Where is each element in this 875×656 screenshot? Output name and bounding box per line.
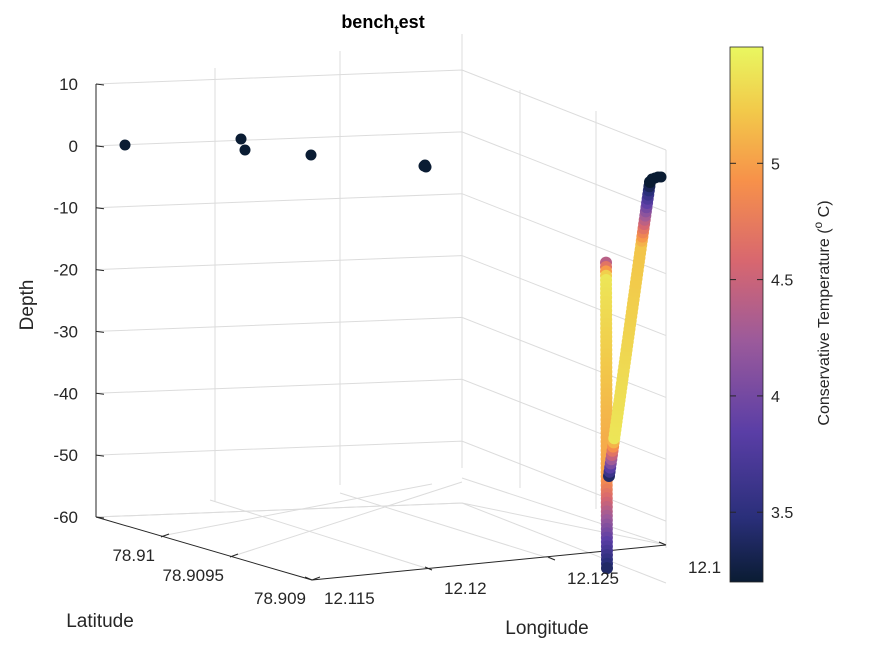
floor-back-edge (95, 502, 667, 546)
z-tick-label: -40 (53, 384, 78, 403)
z-gridline (95, 69, 667, 151)
grid-lines (95, 34, 667, 584)
y-axis-line (95, 516, 313, 581)
floor-gridline (339, 492, 556, 561)
z-gridline (95, 255, 667, 337)
x-tick-label: 12.125 (567, 569, 619, 588)
surface-point (420, 161, 432, 173)
z-tick-label: -20 (53, 261, 78, 280)
z-tick-label: -10 (53, 199, 78, 218)
colorbar-tick-label: 4.5 (771, 273, 793, 290)
z-tick-mark (95, 330, 105, 333)
y-tick-mark (160, 533, 170, 538)
title-tail: est (399, 12, 425, 32)
chart-title: benchtest (341, 12, 424, 37)
y-tick-label: 78.91 (112, 546, 155, 565)
x-axis-label: Longitude (505, 618, 588, 639)
y-tick-label: 78.909 (254, 589, 306, 608)
y-tick-mark (311, 576, 321, 581)
colorbar-tick-label: 3.5 (771, 505, 793, 522)
z-tick-label: 0 (69, 137, 78, 156)
surface-point (239, 144, 251, 156)
tick-labels: 10 0 -10 -20 -30 -40 -50 -60 78.91 78.9095 78.909 1… (53, 75, 721, 608)
floor-gridline (229, 481, 463, 558)
floor-gridline (461, 477, 667, 546)
x-tick-mark (424, 566, 433, 571)
z-tick-mark (95, 145, 105, 148)
y-tick-mark (229, 553, 239, 558)
y-tick-label: 78.9095 (163, 566, 224, 585)
z-tick-label: -30 (53, 322, 78, 341)
z-tick-mark (95, 207, 105, 210)
z-tick-label: -60 (53, 508, 78, 527)
floor-gridline (160, 483, 433, 537)
z-gridline (95, 193, 667, 275)
x-tick-mark (547, 556, 556, 561)
z-tick-mark (95, 392, 105, 395)
x-tick-label: 12.1 (688, 558, 721, 577)
surface-point (235, 133, 247, 145)
z-tick-label: 10 (59, 75, 78, 94)
z-gridline (95, 131, 667, 213)
z-tick-mark (95, 83, 105, 86)
surface-point (119, 139, 131, 151)
title-main: bench (341, 12, 394, 32)
colorbar-ticks: 3.5 4 4.5 5 (730, 156, 793, 522)
z-axis-label: Depth (17, 280, 38, 331)
x-tick-label: 12.115 (324, 589, 375, 608)
data-marks (119, 133, 667, 575)
x-tick-mark (304, 576, 313, 581)
z-gridline (95, 440, 667, 522)
colorbar-tick-label: 5 (771, 156, 780, 173)
z-gridline (95, 316, 667, 398)
colorbar (729, 46, 764, 583)
surface-point (655, 171, 667, 183)
z-gridline (95, 378, 667, 460)
x-tick-label: 12.12 (444, 579, 487, 598)
x-tick-mark (658, 541, 667, 546)
y-axis-label: Latitude (66, 611, 134, 632)
title-sub: t (394, 22, 399, 37)
colorbar-tick-label: 4 (771, 389, 780, 406)
colorbar-label: Conservative Temperature (o C) (811, 200, 833, 425)
z-tick-mark (95, 454, 105, 457)
axes-box (95, 83, 667, 581)
z-tick-label: -50 (53, 446, 78, 465)
profile-point-down (601, 562, 613, 575)
surface-point (305, 149, 317, 161)
z-tick-mark (95, 269, 105, 272)
